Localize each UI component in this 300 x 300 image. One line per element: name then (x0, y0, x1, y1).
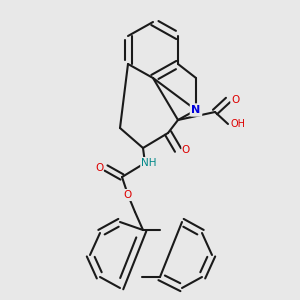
Text: NH: NH (141, 158, 157, 168)
Text: O: O (124, 190, 132, 200)
Text: OH: OH (230, 119, 245, 129)
Text: N: N (191, 105, 201, 115)
Text: O: O (231, 95, 239, 105)
Text: O: O (182, 145, 190, 155)
Text: O: O (95, 163, 103, 173)
